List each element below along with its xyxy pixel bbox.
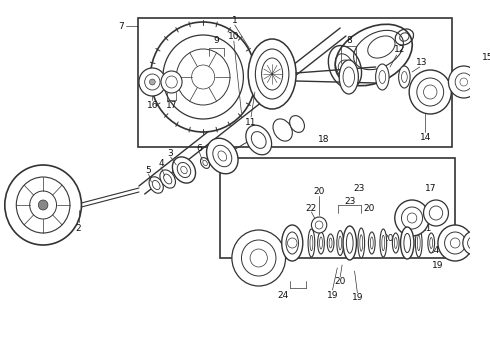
Circle shape	[38, 200, 48, 210]
Text: 22: 22	[306, 203, 317, 212]
Text: 1: 1	[232, 15, 238, 24]
Text: 4: 4	[158, 158, 164, 167]
Ellipse shape	[248, 39, 296, 109]
Text: 6: 6	[196, 144, 202, 153]
Text: 12: 12	[394, 45, 405, 54]
Circle shape	[139, 68, 166, 96]
Bar	[138, 18, 452, 147]
Text: 23: 23	[344, 197, 355, 206]
Text: 7: 7	[118, 22, 123, 31]
Text: 17: 17	[166, 100, 177, 109]
Text: 9: 9	[214, 36, 220, 45]
Ellipse shape	[149, 177, 163, 193]
Ellipse shape	[327, 234, 334, 252]
Text: 2: 2	[76, 224, 81, 233]
Text: 13: 13	[416, 58, 427, 67]
Text: 17: 17	[425, 184, 437, 193]
Text: 19: 19	[352, 293, 363, 302]
Text: 20: 20	[335, 276, 346, 285]
Text: 19: 19	[327, 291, 338, 300]
Ellipse shape	[273, 119, 293, 141]
Circle shape	[161, 71, 182, 93]
Ellipse shape	[318, 232, 324, 254]
Text: 14: 14	[420, 132, 431, 141]
Circle shape	[149, 79, 155, 85]
Ellipse shape	[200, 158, 210, 168]
Ellipse shape	[308, 229, 315, 257]
Text: 24: 24	[428, 246, 440, 255]
Text: 3: 3	[168, 149, 173, 158]
Ellipse shape	[376, 64, 389, 90]
Ellipse shape	[400, 227, 414, 259]
Text: 20: 20	[363, 203, 374, 212]
Circle shape	[448, 66, 479, 98]
Circle shape	[423, 200, 448, 226]
Text: 16: 16	[147, 100, 158, 109]
Ellipse shape	[428, 233, 435, 253]
Text: 21: 21	[245, 235, 257, 244]
Text: 21: 21	[421, 224, 432, 233]
Circle shape	[409, 70, 451, 114]
Text: 8: 8	[346, 36, 352, 45]
Text: 11: 11	[245, 117, 257, 126]
Circle shape	[463, 231, 486, 255]
Text: 15: 15	[482, 53, 490, 62]
Text: 19: 19	[432, 261, 443, 270]
Circle shape	[232, 230, 286, 286]
Circle shape	[312, 217, 327, 233]
Ellipse shape	[404, 233, 411, 253]
Circle shape	[395, 200, 429, 236]
Text: 5: 5	[146, 166, 151, 175]
Text: 16: 16	[432, 203, 443, 212]
Text: 20: 20	[382, 234, 394, 243]
Ellipse shape	[160, 170, 175, 188]
Circle shape	[438, 225, 472, 261]
Ellipse shape	[172, 157, 196, 183]
Text: 18: 18	[318, 135, 330, 144]
Ellipse shape	[282, 225, 303, 261]
Text: 20: 20	[314, 186, 325, 195]
Text: 10: 10	[228, 32, 240, 41]
Ellipse shape	[337, 230, 343, 256]
Bar	[220, 158, 455, 258]
Ellipse shape	[380, 229, 387, 257]
Ellipse shape	[441, 235, 447, 251]
Ellipse shape	[368, 232, 375, 254]
Ellipse shape	[358, 228, 365, 258]
Ellipse shape	[290, 116, 304, 132]
Text: 23: 23	[354, 184, 365, 193]
Ellipse shape	[399, 66, 410, 88]
Circle shape	[150, 22, 256, 132]
Ellipse shape	[343, 226, 356, 260]
Ellipse shape	[207, 138, 238, 174]
Text: 24: 24	[277, 291, 288, 300]
Ellipse shape	[246, 125, 271, 155]
Ellipse shape	[392, 233, 399, 253]
Ellipse shape	[346, 233, 353, 253]
Ellipse shape	[339, 60, 358, 94]
Text: 23: 23	[275, 242, 287, 251]
Ellipse shape	[416, 229, 422, 257]
